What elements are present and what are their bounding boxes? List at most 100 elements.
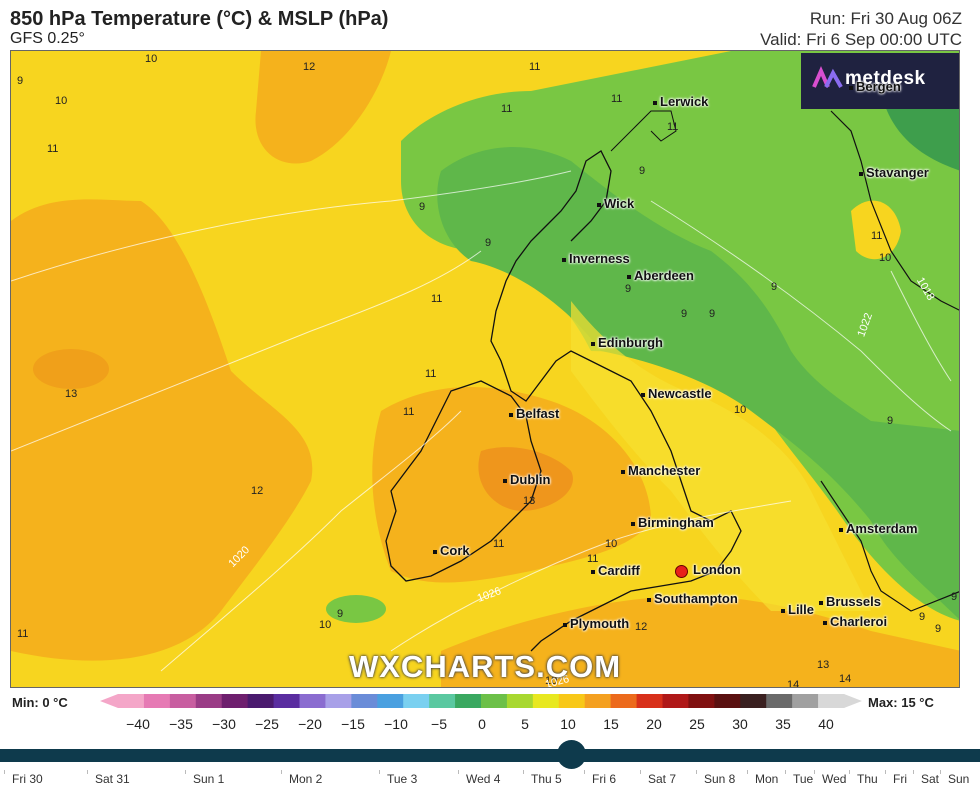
timeline-day-label[interactable]: Sat xyxy=(921,772,940,786)
timeline-day-label[interactable]: Wed xyxy=(822,772,847,786)
isotherm-label: 11 xyxy=(667,121,679,133)
scale-left-arrow xyxy=(100,694,118,708)
scale-color-swatch xyxy=(325,694,352,708)
timeline-day-tick xyxy=(281,770,282,774)
isotherm-label: 9 xyxy=(419,201,426,213)
isotherm-label: 9 xyxy=(681,308,688,320)
isotherm-label: 14 xyxy=(787,679,800,688)
city-marker xyxy=(647,597,651,602)
timeline-day-label[interactable]: Wed 4 xyxy=(466,772,501,786)
city-label-wick: Wick xyxy=(597,196,634,211)
timeline-track[interactable] xyxy=(0,749,980,762)
timeline-day-tick xyxy=(523,770,524,774)
timeline-day-label[interactable]: Mon xyxy=(755,772,779,786)
scale-tick-label: −10 xyxy=(384,716,408,732)
timeline-day-tick xyxy=(849,770,850,774)
isotherm-label: 9 xyxy=(771,281,778,293)
timeline-day-label[interactable]: Mon 2 xyxy=(289,772,323,786)
scale-color-swatch xyxy=(506,694,534,708)
scale-color-swatch xyxy=(118,694,145,708)
scale-color-swatch xyxy=(455,694,482,708)
city-marker xyxy=(631,521,635,526)
city-marker xyxy=(849,85,853,90)
city-label-birmingham: Birmingham xyxy=(631,515,714,530)
timeline-day-tick xyxy=(185,770,186,774)
city-label-edinburgh: Edinburgh xyxy=(591,335,663,350)
scale-right-arrow xyxy=(844,694,862,708)
scale-color-swatch xyxy=(636,694,663,708)
timeline-day-tick xyxy=(4,770,5,774)
city-marker xyxy=(563,622,567,627)
scale-color-swatch xyxy=(688,694,715,708)
city-label-aberdeen: Aberdeen xyxy=(627,268,694,283)
isotherm-label: 9 xyxy=(17,75,24,87)
city-label-belfast: Belfast xyxy=(509,406,559,421)
scale-tick-label: −30 xyxy=(212,716,236,732)
timeline-day-tick xyxy=(640,770,641,774)
scale-color-swatch xyxy=(532,694,560,708)
city-label-inverness: Inverness xyxy=(562,251,630,266)
scale-color-swatch xyxy=(740,694,767,708)
isotherm-label: 12 xyxy=(635,621,648,633)
scale-color-swatch xyxy=(351,694,378,708)
city-label-manchester: Manchester xyxy=(621,463,700,478)
location-marker[interactable] xyxy=(675,565,688,578)
timeline-day-tick xyxy=(885,770,886,774)
city-marker xyxy=(621,469,625,474)
timeline-day-label[interactable]: Tue 3 xyxy=(387,772,418,786)
timeline-day-tick xyxy=(913,770,914,774)
timeline-day-tick xyxy=(379,770,380,774)
timeline-day-tick xyxy=(696,770,697,774)
timeline-day-label[interactable]: Sun xyxy=(948,772,970,786)
city-marker xyxy=(641,392,645,397)
timeline-day-label[interactable]: Fri 30 xyxy=(12,772,43,786)
scale-tick-label: 15 xyxy=(603,716,619,732)
city-label-cork: Cork xyxy=(433,543,470,558)
city-label-dublin: Dublin xyxy=(503,472,550,487)
city-marker xyxy=(819,600,823,605)
isotherm-label: 11 xyxy=(17,628,29,640)
isotherm-label: 10 xyxy=(734,404,747,416)
scale-tick-label: −40 xyxy=(126,716,150,732)
timeline-day-label[interactable]: Sat 7 xyxy=(648,772,677,786)
temperature-field xyxy=(11,51,959,687)
scale-max-label: Max: 15 °C xyxy=(868,695,934,710)
timeline-day-label[interactable]: Thu xyxy=(857,772,878,786)
timeline-day-label[interactable]: Sun 1 xyxy=(193,772,225,786)
city-marker xyxy=(823,620,827,625)
isotherm-label: 9 xyxy=(625,283,632,295)
city-label-brussels: Brussels xyxy=(819,594,881,609)
scale-color-swatch xyxy=(195,694,223,708)
city-label-southampton: Southampton xyxy=(647,591,738,606)
scale-tick-label: 0 xyxy=(478,716,486,732)
scale-color-swatch xyxy=(584,694,612,708)
scale-min-label: Min: 0 °C xyxy=(12,695,68,710)
city-marker xyxy=(503,478,507,483)
scale-color-swatch xyxy=(273,694,300,708)
isotherm-label: 14 xyxy=(839,673,852,685)
city-label-cardiff: Cardiff xyxy=(591,563,640,578)
scale-color-swatch xyxy=(714,694,741,708)
scale-tick-label: 35 xyxy=(775,716,791,732)
timeline-day-label[interactable]: Thu 5 xyxy=(531,772,562,786)
timeline-day-label[interactable]: Fri 6 xyxy=(592,772,616,786)
metdesk-logo-icon xyxy=(812,66,843,88)
weather-map[interactable]: metdesk 10 9 10 11 12 11 11 11 11 9 9 9 … xyxy=(10,50,960,688)
city-marker xyxy=(627,274,631,279)
scale-tick-label: −5 xyxy=(431,716,447,732)
timeline-day-label[interactable]: Sun 8 xyxy=(704,772,736,786)
color-scale-bar xyxy=(100,694,862,708)
timeline-day-label[interactable]: Tue xyxy=(793,772,814,786)
scale-color-swatch xyxy=(429,694,456,708)
isotherm-label: 11 xyxy=(587,553,599,565)
scale-color-swatch xyxy=(377,694,404,708)
scale-color-swatch xyxy=(247,694,275,708)
city-marker xyxy=(597,202,601,207)
city-marker xyxy=(591,569,595,574)
timeline-day-label[interactable]: Sat 31 xyxy=(95,772,130,786)
timeline-day-labels: Fri 30 Sat 31 Sun 1 Mon 2 Tue 3 Wed 4 Thu 5 Fri… xyxy=(0,770,980,793)
timeline-day-label[interactable]: Fri xyxy=(893,772,907,786)
timeline-slider-handle[interactable] xyxy=(557,740,586,769)
isotherm-label: 9 xyxy=(935,623,942,635)
isotherm-label: 11 xyxy=(529,61,541,73)
